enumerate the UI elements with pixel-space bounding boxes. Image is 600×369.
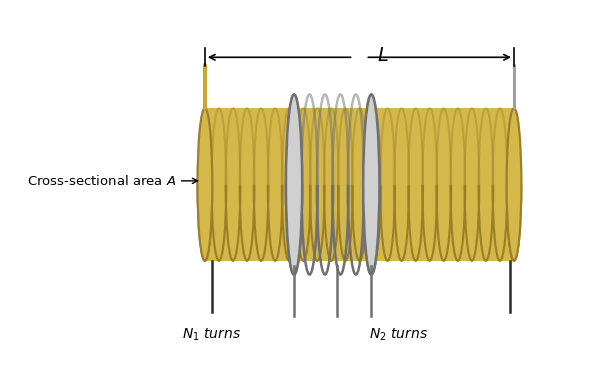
Text: $N_2$ turns: $N_2$ turns bbox=[368, 326, 428, 343]
Text: $L$: $L$ bbox=[377, 46, 389, 65]
Ellipse shape bbox=[506, 108, 521, 261]
Bar bbox=[205, 108, 514, 261]
Ellipse shape bbox=[197, 108, 212, 261]
Ellipse shape bbox=[286, 94, 302, 275]
Ellipse shape bbox=[363, 94, 379, 275]
Text: Cross-sectional area $A$: Cross-sectional area $A$ bbox=[26, 174, 197, 188]
Text: $N_1$ turns: $N_1$ turns bbox=[182, 326, 241, 343]
